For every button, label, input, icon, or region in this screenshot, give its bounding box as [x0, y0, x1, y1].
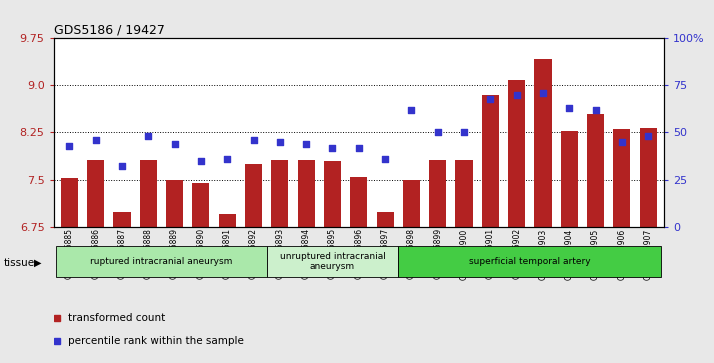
Bar	[534, 59, 551, 227]
Bar	[403, 180, 420, 227]
Bar	[429, 160, 446, 227]
Point	[116, 164, 128, 170]
Point	[563, 105, 575, 111]
Bar	[114, 212, 131, 227]
Bar	[640, 128, 657, 227]
Point	[379, 156, 391, 162]
Bar	[140, 160, 157, 227]
Text: unruptured intracranial
aneurysm: unruptured intracranial aneurysm	[280, 252, 386, 271]
Bar	[351, 176, 367, 227]
Point	[485, 95, 496, 101]
Point	[143, 133, 154, 139]
Text: tissue: tissue	[4, 258, 35, 268]
Bar	[267, 246, 398, 277]
Point	[458, 130, 470, 135]
Point	[406, 107, 417, 113]
Bar	[613, 129, 630, 227]
Bar	[587, 114, 604, 227]
Bar	[398, 246, 661, 277]
Text: percentile rank within the sample: percentile rank within the sample	[68, 336, 243, 346]
Bar	[376, 212, 393, 227]
Text: superficial temporal artery: superficial temporal artery	[469, 257, 590, 266]
Point	[353, 145, 365, 151]
Point	[248, 137, 259, 143]
Bar	[508, 80, 526, 227]
Bar	[87, 160, 104, 227]
Point	[432, 130, 443, 135]
Point	[511, 92, 523, 98]
Bar	[245, 164, 262, 227]
Text: ruptured intracranial aneurysm: ruptured intracranial aneurysm	[90, 257, 233, 266]
Text: GDS5186 / 19427: GDS5186 / 19427	[54, 24, 164, 37]
Point	[590, 107, 601, 113]
Bar	[560, 131, 578, 227]
Bar	[456, 160, 473, 227]
Point	[169, 141, 181, 147]
Bar	[192, 183, 209, 227]
Bar	[61, 179, 78, 227]
Point	[90, 137, 101, 143]
Bar	[482, 95, 499, 227]
Text: transformed count: transformed count	[68, 313, 165, 323]
Point	[195, 158, 206, 164]
Point	[221, 156, 233, 162]
Point	[64, 143, 75, 148]
Point	[327, 145, 338, 151]
Bar	[166, 180, 183, 227]
Bar	[56, 246, 267, 277]
Point	[643, 133, 654, 139]
Bar	[271, 160, 288, 227]
Bar	[298, 160, 315, 227]
Text: ▶: ▶	[34, 258, 42, 268]
Point	[616, 139, 628, 145]
Point	[274, 139, 286, 145]
Point	[537, 90, 548, 96]
Bar	[324, 161, 341, 227]
Point	[301, 141, 312, 147]
Bar	[218, 214, 236, 227]
